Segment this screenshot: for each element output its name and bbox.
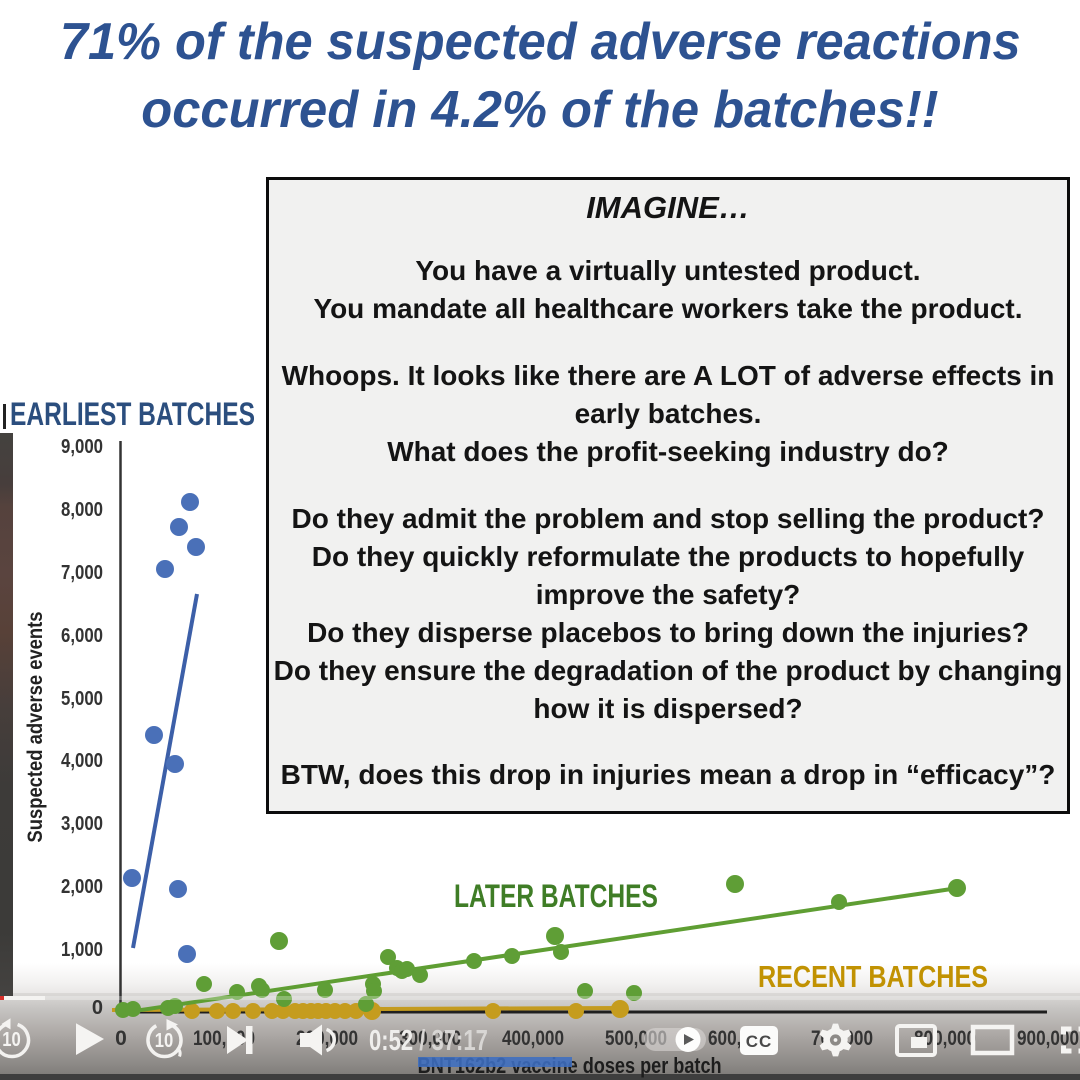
svg-text:300,000: 300,000 bbox=[399, 1027, 461, 1050]
svg-text:0: 0 bbox=[115, 1027, 127, 1050]
svg-text:0: 0 bbox=[92, 997, 103, 1019]
svg-text:4,000: 4,000 bbox=[61, 750, 103, 772]
svg-text:CC: CC bbox=[746, 1032, 773, 1051]
svg-text:8,000: 8,000 bbox=[61, 499, 103, 521]
svg-text:800,000: 800,000 bbox=[914, 1027, 976, 1050]
svg-text:10: 10 bbox=[2, 1029, 21, 1051]
svg-text:10: 10 bbox=[155, 1030, 174, 1052]
svg-text:5,000: 5,000 bbox=[61, 688, 103, 710]
svg-text:400,000: 400,000 bbox=[502, 1027, 564, 1050]
svg-text:1,000: 1,000 bbox=[61, 939, 103, 961]
svg-text:3,000: 3,000 bbox=[61, 813, 103, 835]
svg-text:Suspected adverse events: Suspected adverse events bbox=[24, 612, 47, 843]
svg-text:6,000: 6,000 bbox=[61, 625, 103, 647]
svg-text:7,000: 7,000 bbox=[61, 562, 103, 584]
svg-text:2,000: 2,000 bbox=[61, 876, 103, 898]
svg-text:9,000: 9,000 bbox=[61, 436, 103, 458]
